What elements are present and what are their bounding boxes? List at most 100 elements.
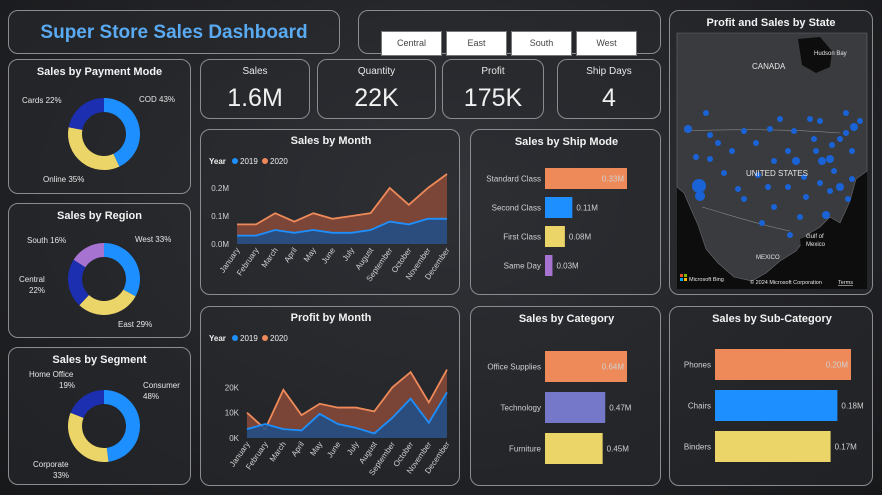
state-bubble[interactable] <box>817 180 823 186</box>
bar-phones[interactable] <box>715 349 851 380</box>
bar-standard-class[interactable] <box>545 168 627 189</box>
state-bubble[interactable] <box>759 220 765 226</box>
state-bubble[interactable] <box>831 168 837 174</box>
state-bubble[interactable] <box>837 136 843 142</box>
bar-same-day[interactable] <box>545 255 553 276</box>
state-bubble[interactable] <box>684 125 692 133</box>
bar-technology[interactable] <box>545 392 606 423</box>
kpi-shipdays-card: Ship Days 4 <box>557 59 661 119</box>
state-bubble[interactable] <box>692 179 706 193</box>
state-bubble[interactable] <box>818 157 826 165</box>
bar-second-class[interactable] <box>545 197 573 218</box>
kpi-quantity-value: 22K <box>354 84 399 112</box>
state-bubble[interactable] <box>721 170 727 176</box>
state-bubble[interactable] <box>857 118 863 124</box>
state-bubble[interactable] <box>771 204 777 210</box>
legend-2019[interactable]: 2019 <box>240 157 258 166</box>
state-bubble[interactable] <box>729 148 735 154</box>
state-bubble[interactable] <box>771 158 777 164</box>
state-bubble[interactable] <box>765 184 771 190</box>
state-bubble[interactable] <box>826 155 834 163</box>
slicer-south-button[interactable]: South <box>511 31 572 56</box>
state-bubble[interactable] <box>785 148 791 154</box>
state-bubble[interactable] <box>777 116 783 122</box>
kpi-shipdays-value: 4 <box>602 84 616 112</box>
chart-title: Sales by Ship Mode <box>515 136 618 148</box>
state-bubble[interactable] <box>803 194 809 200</box>
slicer-central-button[interactable]: Central <box>381 31 442 56</box>
bar-furniture[interactable] <box>545 433 603 464</box>
state-map[interactable]: CANADA UNITED STATES MEXICO Hudson Bay G… <box>670 11 874 296</box>
state-bubble[interactable] <box>850 123 858 131</box>
state-bubble[interactable] <box>767 126 773 132</box>
state-bubble[interactable] <box>787 232 793 238</box>
x-tick: June <box>325 440 343 460</box>
slice-online[interactable] <box>68 127 120 170</box>
bar-first-class[interactable] <box>545 226 565 247</box>
slice-home-office[interactable] <box>70 390 104 418</box>
segment-label-consumer-pct: 48% <box>143 392 159 401</box>
map-copyright: © 2024 Microsoft Corporation <box>750 279 822 286</box>
state-bubble[interactable] <box>735 186 741 192</box>
state-bubble[interactable] <box>849 176 855 182</box>
state-bubble[interactable] <box>791 128 797 134</box>
bar-value-label: 0.64M <box>602 363 625 372</box>
state-bubble[interactable] <box>753 140 759 146</box>
state-bubble[interactable] <box>849 148 855 154</box>
segment-label-consumer: Consumer <box>143 381 180 390</box>
area-2019[interactable] <box>247 392 447 438</box>
state-bubble[interactable] <box>801 174 807 180</box>
slice-east[interactable] <box>79 289 136 315</box>
bar-category-label: Binders <box>684 443 711 452</box>
chart-title: Sales by Sub-Category <box>712 313 833 325</box>
state-bubble[interactable] <box>843 130 849 136</box>
slice-corporate[interactable] <box>67 412 109 462</box>
map-terms-link[interactable]: Terms <box>838 280 853 286</box>
slice-cod[interactable] <box>104 98 140 167</box>
state-bubble[interactable] <box>707 132 713 138</box>
state-bubble[interactable] <box>822 211 830 219</box>
state-bubble[interactable] <box>755 172 761 178</box>
state-bubble[interactable] <box>845 196 851 202</box>
area-2019[interactable] <box>237 218 447 244</box>
slice-consumer[interactable] <box>104 390 141 462</box>
state-bubble[interactable] <box>703 110 709 116</box>
state-bubble[interactable] <box>829 142 835 148</box>
region-donut: West 33% East 29% Central 22% South 16% <box>19 235 171 329</box>
legend-2019[interactable]: 2019 <box>240 334 258 343</box>
state-bubble[interactable] <box>807 116 813 122</box>
state-bubble[interactable] <box>707 156 713 162</box>
state-bubble[interactable] <box>741 196 747 202</box>
state-bubble[interactable] <box>792 157 800 165</box>
state-bubble[interactable] <box>785 184 791 190</box>
bar-chairs[interactable] <box>715 390 838 421</box>
state-bubble[interactable] <box>827 188 833 194</box>
state-bubble[interactable] <box>817 118 823 124</box>
legend-2020[interactable]: 2020 <box>270 334 288 343</box>
bar-binders[interactable] <box>715 431 831 462</box>
state-bubble[interactable] <box>715 140 721 146</box>
bar-office-supplies[interactable] <box>545 351 627 382</box>
state-bubble[interactable] <box>811 136 817 142</box>
state-bubble[interactable] <box>836 183 844 191</box>
y-tick: 0.2M <box>211 184 229 193</box>
slice-south[interactable] <box>73 243 104 268</box>
slicer-east-button[interactable]: East <box>446 31 507 56</box>
state-bubble[interactable] <box>693 154 699 160</box>
legend-2020[interactable]: 2020 <box>270 157 288 166</box>
region-label-west: West 33% <box>135 235 171 244</box>
state-bubble[interactable] <box>695 191 705 201</box>
state-bubble[interactable] <box>741 128 747 134</box>
state-bubble[interactable] <box>843 110 849 116</box>
state-bubble[interactable] <box>797 214 803 220</box>
state-bubble[interactable] <box>813 148 819 154</box>
slicer-west-button[interactable]: West <box>576 31 637 56</box>
slice-central[interactable] <box>68 259 89 306</box>
x-tick: June <box>320 246 338 266</box>
legend-title: Year <box>209 334 226 343</box>
bar-category-label: Furniture <box>509 445 542 454</box>
sales-by-month-panel: Sales by Month Year 2019 2020 0.0M 0.1M 0.2M Ja… <box>200 129 460 295</box>
slice-west[interactable] <box>104 243 140 297</box>
slice-cards[interactable] <box>68 98 104 130</box>
line-2019 <box>246 391 448 435</box>
